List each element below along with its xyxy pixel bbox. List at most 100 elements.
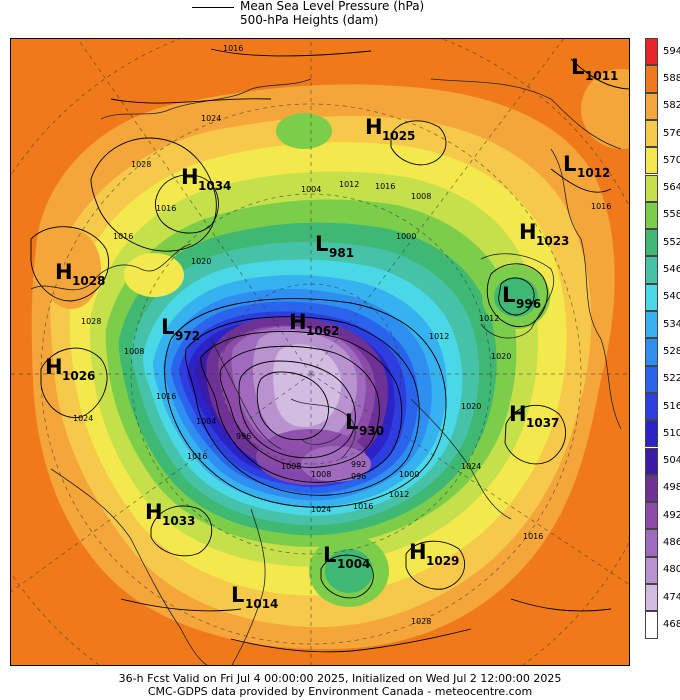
cutoff-low-core <box>494 277 538 317</box>
center-value: 1014 <box>245 597 278 611</box>
legend-heights-label: 500-hPa Heights (dam) <box>240 13 379 27</box>
west-ridge <box>41 229 101 309</box>
isobar-label: 1020 <box>461 402 481 411</box>
center-type: H <box>181 165 199 189</box>
colorbar-swatch <box>645 392 658 421</box>
center-value: 1004 <box>337 557 370 571</box>
colorbar-swatch <box>645 447 658 475</box>
colorbar-swatch <box>645 365 658 393</box>
isobar-label: 1016 <box>187 452 207 461</box>
isobar-label: 1016 <box>353 502 373 511</box>
colorbar-label: 522 <box>663 373 680 385</box>
center-type: L <box>323 543 336 567</box>
pressure-center: H 1037 <box>509 402 559 430</box>
colorbar-label: 558 <box>663 209 680 221</box>
isobar-line-sample <box>192 7 234 8</box>
colorbar-label: 516 <box>663 400 680 412</box>
map-canvas: 1016 1024 1028 1016 1012 1016 1004 1008 … <box>11 39 629 665</box>
colorbar-label: 588 <box>663 72 680 84</box>
center-type: H <box>55 260 73 284</box>
isobars <box>30 48 629 653</box>
isobar-label: 1016 <box>223 44 243 53</box>
center-value: 996 <box>516 297 541 311</box>
center-type: L <box>315 232 328 256</box>
isobar-label: 1016 <box>591 202 611 211</box>
colorbar-label: 528 <box>663 345 680 357</box>
colorbar-swatch <box>645 474 658 503</box>
isobar-labels: 1016 1024 1028 1016 1012 1016 1004 1008 … <box>73 44 611 626</box>
pressure-center: L 996 <box>502 283 541 311</box>
center-value: 1033 <box>162 514 195 528</box>
center-value: 1026 <box>62 369 95 383</box>
pressure-center: H 1034 <box>181 165 231 193</box>
colorbar-label: 570 <box>663 154 680 166</box>
isobar-label: 1012 <box>479 314 499 323</box>
colorbar-label: 468 <box>663 618 680 630</box>
center-value: 1029 <box>426 554 459 568</box>
center-value: 972 <box>175 329 200 343</box>
isobar-label: 996 <box>236 432 251 441</box>
colorbar-swatch <box>645 65 658 93</box>
isobar-label: 1016 <box>523 532 543 541</box>
isobar-label: 1016 <box>113 232 133 241</box>
pressure-center: H 1025 <box>365 115 415 143</box>
colorbar-label: 474 <box>663 591 680 603</box>
center-value: 981 <box>329 246 354 260</box>
colorbar-label: 552 <box>663 236 680 248</box>
center-value: 1034 <box>198 179 231 193</box>
colorbar-swatch <box>645 420 658 448</box>
colorbar-swatch <box>645 584 658 612</box>
pressure-center: L 1014 <box>231 583 278 611</box>
pressure-center: L 930 <box>345 410 384 438</box>
colorbar-label: 576 <box>663 127 680 139</box>
center-type: H <box>519 220 537 244</box>
northeast-ridge <box>581 69 629 149</box>
legend-mslp-label: Mean Sea Level Pressure (hPa) <box>240 0 425 13</box>
isobar-label: 1028 <box>411 617 431 626</box>
center-value: 1012 <box>577 166 610 180</box>
isobar-label: 1020 <box>491 352 511 361</box>
center-value: 930 <box>359 424 384 438</box>
isobar-label: 1012 <box>339 180 359 189</box>
colorbar-label: 582 <box>663 100 680 112</box>
colorbar-label: 546 <box>663 264 680 276</box>
colorbar-swatch <box>645 38 658 66</box>
northern-lobe <box>276 113 332 149</box>
graticule <box>11 39 629 665</box>
colorbar-swatch <box>645 502 658 530</box>
center-type: H <box>409 540 427 564</box>
colorbar-swatch <box>645 256 658 284</box>
center-type: L <box>161 315 174 339</box>
isobar-label: 1016 <box>156 204 176 213</box>
colorbar-label: 504 <box>663 455 680 467</box>
colorbar-swatch <box>645 147 658 175</box>
coastlines <box>30 78 622 665</box>
center-value: 1011 <box>585 69 618 83</box>
pressure-center: H 1062 <box>289 310 339 338</box>
center-type: H <box>145 500 163 524</box>
colorbar-label: 510 <box>663 427 680 439</box>
forecast-valid-caption: 36-h Fcst Valid on Fri Jul 4 00:00:00 20… <box>118 672 562 685</box>
colorbar-swatch <box>645 92 658 120</box>
southern-trough-core <box>325 549 373 593</box>
colorbar-label: 534 <box>663 318 680 330</box>
isobar-label: 992 <box>351 460 366 469</box>
colorbar-label: 498 <box>663 482 680 494</box>
pressure-center: H 1023 <box>519 220 569 248</box>
center-type: H <box>365 115 383 139</box>
colorbar-swatch <box>645 283 658 311</box>
center-type: H <box>45 355 63 379</box>
center-value: 1037 <box>526 416 559 430</box>
center-type: L <box>345 410 358 434</box>
pressure-center: L 972 <box>161 315 200 343</box>
pressure-center: L 1012 <box>563 152 610 180</box>
isobar-label: 1024 <box>461 462 481 471</box>
colorbar-swatch <box>645 201 658 230</box>
isobar-label: 1024 <box>311 505 331 514</box>
center-value: 1062 <box>306 324 339 338</box>
isobar-label: 1000 <box>399 470 419 479</box>
colorbar-label: 486 <box>663 537 680 549</box>
pressure-center: L 1004 <box>323 543 370 571</box>
center-value: 1023 <box>536 234 569 248</box>
isobar-label: 1020 <box>191 257 211 266</box>
